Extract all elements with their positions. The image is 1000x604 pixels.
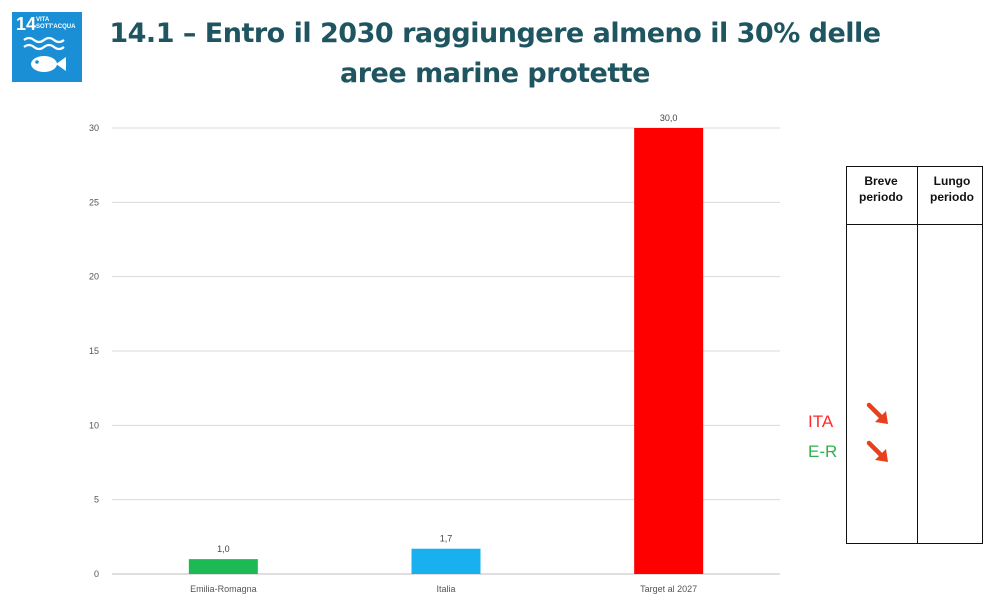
row-label-ita: ITA [808,412,834,431]
header-long-term: Lungo periodo [930,174,974,204]
y-tick-label: 10 [89,420,99,430]
trend-table: Breve periodo Lungo periodo [846,166,983,544]
y-tick-label: 5 [94,495,99,505]
data-label: 1,0 [217,544,230,554]
bar-1 [188,559,258,574]
data-label: 1,7 [440,534,453,544]
sdg-14-badge: 14 VITA SOTT'ACQUA [12,12,82,82]
y-tick-label: 15 [89,346,99,356]
y-tick-label: 20 [89,272,99,282]
header-short-term: Breve periodo [859,174,903,204]
column-divider [917,167,918,543]
x-tick-label: Target al 2027 [640,584,697,594]
sdg-name: VITA SOTT'ACQUA [36,17,76,30]
y-tick-label: 0 [94,569,99,579]
bar-chart: 0 5 10 15 20 25 30 1,0 Emilia-Romagna 1,7 Italia 30… [89,113,780,594]
page-title: 14.1 – Entro il 2030 raggiungere almeno … [100,14,890,94]
title-line-1: 14.1 – Entro il 2030 raggiungere almeno … [109,18,881,49]
fish-waves-icon [23,36,66,72]
header-divider [847,224,982,225]
arrow-down-right-icon [866,440,888,462]
title-line-2: aree marine protette [340,58,650,89]
y-tick-label: 30 [89,123,99,133]
x-tick-label: Italia [436,584,455,594]
data-label: 30,0 [660,113,678,123]
bar-3 [634,128,704,574]
row-label-er: E-R [808,442,838,461]
x-tick-label: Emilia-Romagna [190,584,257,594]
sdg-number: 14 [16,14,37,34]
arrow-down-right-icon [866,402,888,424]
y-tick-label: 25 [89,197,99,207]
bar-2 [411,548,481,574]
